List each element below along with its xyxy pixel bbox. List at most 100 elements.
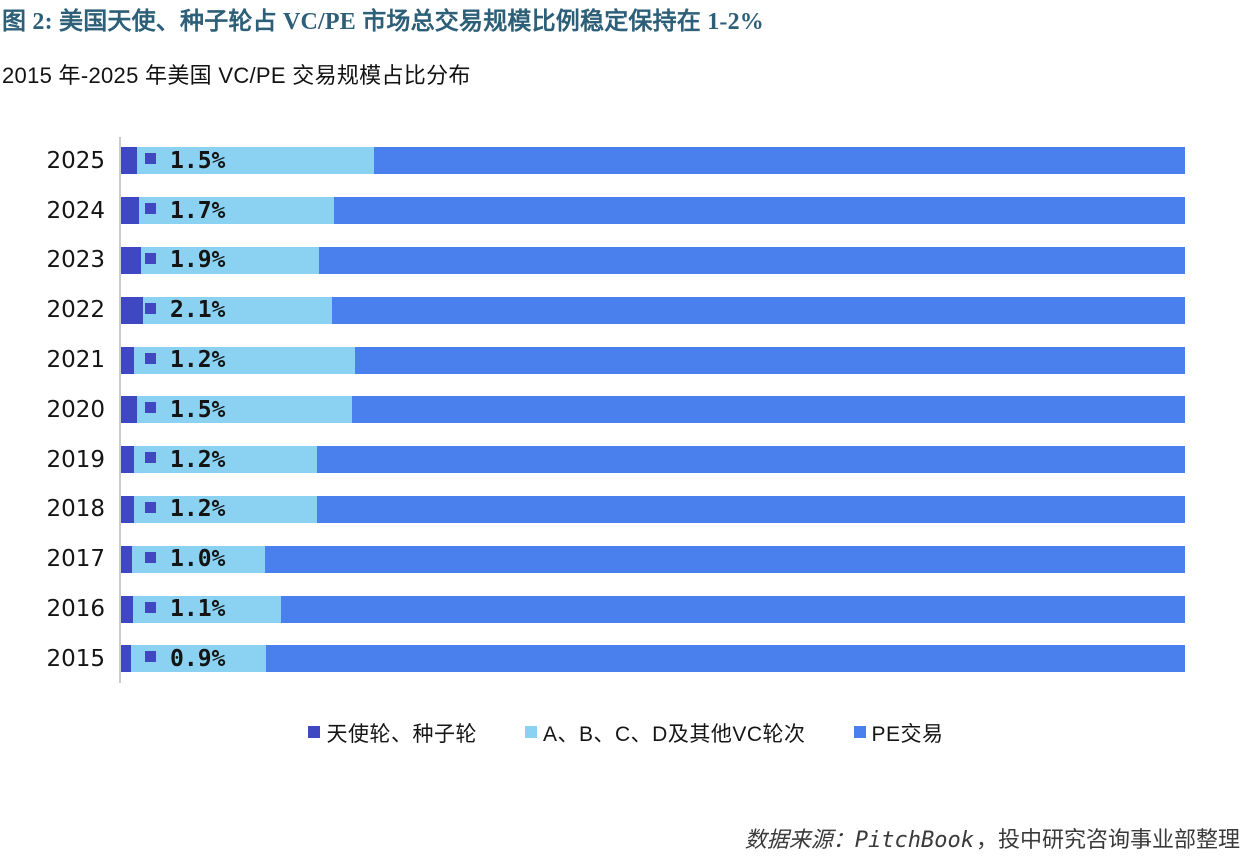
legend-swatch-angel-seed <box>308 726 321 738</box>
segment-vc-rounds <box>132 595 281 623</box>
segment-pe-deals <box>280 595 1185 623</box>
segment-vc-rounds <box>133 446 317 474</box>
segment-angel-seed <box>121 346 134 374</box>
segment-angel-seed <box>121 595 133 623</box>
segment-pe-deals <box>351 396 1185 424</box>
data-label-value: 2.1% <box>170 297 226 324</box>
stacked-bar: 1.1% <box>121 595 1185 623</box>
category-label: 2016 <box>46 596 105 623</box>
segment-vc-rounds <box>141 246 319 274</box>
stacked-bar: 1.5% <box>121 396 1185 424</box>
segment-vc-rounds <box>136 396 352 424</box>
data-label-legend-key <box>145 402 156 414</box>
chart-legend: 天使轮、种子轮 A、B、C、D及其他VC轮次 PE交易 <box>0 718 1252 748</box>
segment-angel-seed <box>121 197 140 225</box>
stacked-bar: 1.2% <box>121 346 1185 374</box>
category-label: 2022 <box>46 297 105 324</box>
bar-row-2021: 2021 1.2% <box>0 335 1190 385</box>
segment-pe-deals <box>374 147 1185 175</box>
legend-label-pe-deals: PE交易 <box>871 723 944 746</box>
segment-angel-seed <box>121 545 132 573</box>
legend-label-angel-seed: 天使轮、种子轮 <box>326 723 477 746</box>
bar-rows: 2025 1.5% 2024 1.7% 2023 1.9% 2022 2.1% 2021 1.2%… <box>0 136 1190 685</box>
legend-swatch-pe-deals <box>853 726 866 738</box>
stacked-bar: 1.2% <box>121 495 1185 523</box>
segment-pe-deals <box>355 346 1185 374</box>
data-label-legend-key <box>145 352 156 364</box>
data-label: 1.2% <box>145 446 225 473</box>
category-label: 2024 <box>46 197 105 224</box>
category-label: 2019 <box>46 446 105 473</box>
legend-label-vc-rounds: A、B、C、D及其他VC轮次 <box>542 723 806 746</box>
figure-subtitle: 2015 年-2025 年美国 VC/PE 交易规模占比分布 <box>2 63 471 88</box>
data-source-prefix: 数据来源：PitchBook <box>744 828 974 853</box>
segment-vc-rounds <box>139 197 334 225</box>
segment-angel-seed <box>121 446 134 474</box>
data-label: 1.5% <box>145 147 225 174</box>
category-label: 2020 <box>46 396 105 423</box>
data-label-value: 1.5% <box>170 396 226 423</box>
bar-row-2024: 2024 1.7% <box>0 186 1190 236</box>
stacked-bar: 0.9% <box>121 645 1185 673</box>
data-label-value: 1.2% <box>170 496 226 523</box>
bar-row-2015: 2015 0.9% <box>0 634 1190 684</box>
bar-row-2020: 2020 1.5% <box>0 385 1190 435</box>
data-label-legend-key <box>145 601 156 613</box>
y-axis-line <box>119 137 121 683</box>
data-label-legend-key <box>145 651 156 663</box>
segment-angel-seed <box>121 296 144 324</box>
segment-vc-rounds <box>143 296 332 324</box>
data-label: 1.7% <box>145 197 225 224</box>
figure-title: 图 2: 美国天使、种子轮占 VC/PE 市场总交易规模比例稳定保持在 1-2% <box>2 9 764 35</box>
data-label: 1.0% <box>145 546 225 573</box>
data-label: 1.2% <box>145 496 225 523</box>
data-label: 0.9% <box>145 645 225 672</box>
segment-pe-deals <box>264 545 1185 573</box>
bar-row-2017: 2017 1.0% <box>0 534 1190 584</box>
data-label-legend-key <box>145 551 156 563</box>
data-label-legend-key <box>145 452 156 464</box>
stacked-bar: 1.0% <box>121 545 1185 573</box>
data-label-value: 1.9% <box>170 247 226 274</box>
data-label-legend-key <box>145 203 156 215</box>
segment-angel-seed <box>121 645 131 673</box>
stacked-bar: 1.7% <box>121 197 1185 225</box>
data-label-legend-key <box>145 302 156 314</box>
data-label-legend-key <box>145 252 156 264</box>
segment-vc-rounds <box>133 495 317 523</box>
category-label: 2021 <box>46 347 105 374</box>
segment-angel-seed <box>121 147 137 175</box>
data-label-value: 1.0% <box>170 546 226 573</box>
bar-row-2023: 2023 1.9% <box>0 236 1190 286</box>
segment-vc-rounds <box>136 147 375 175</box>
data-label: 1.1% <box>145 596 225 623</box>
legend-item-vc-rounds: A、B、C、D及其他VC轮次 <box>524 718 806 748</box>
data-label-legend-key <box>145 153 156 165</box>
data-label-legend-key <box>145 501 156 513</box>
data-label-value: 1.7% <box>170 197 226 224</box>
data-label-value: 1.5% <box>170 147 226 174</box>
segment-pe-deals <box>318 246 1185 274</box>
segment-vc-rounds <box>133 346 356 374</box>
legend-swatch-vc-rounds <box>524 726 537 738</box>
stacked-bar-chart: 2025 1.5% 2024 1.7% 2023 1.9% 2022 2.1% 2021 1.2%… <box>0 136 1190 685</box>
data-label-value: 1.2% <box>170 347 226 374</box>
data-label: 1.9% <box>145 247 225 274</box>
stacked-bar: 1.2% <box>121 446 1185 474</box>
data-label: 1.5% <box>145 396 225 423</box>
stacked-bar: 1.5% <box>121 147 1185 175</box>
data-label: 2.1% <box>145 297 225 324</box>
data-label-value: 0.9% <box>170 645 226 672</box>
bar-row-2018: 2018 1.2% <box>0 485 1190 535</box>
bar-row-2022: 2022 2.1% <box>0 285 1190 335</box>
category-label: 2023 <box>46 247 105 274</box>
data-label-value: 1.2% <box>170 446 226 473</box>
data-label: 1.2% <box>145 347 225 374</box>
data-source-suffix: ，投中研究咨询事业部整理 <box>975 827 1240 852</box>
legend-item-angel-seed: 天使轮、种子轮 <box>308 718 477 748</box>
segment-pe-deals <box>331 296 1185 324</box>
stacked-bar: 2.1% <box>121 296 1185 324</box>
stacked-bar: 1.9% <box>121 246 1185 274</box>
segment-angel-seed <box>121 396 137 424</box>
